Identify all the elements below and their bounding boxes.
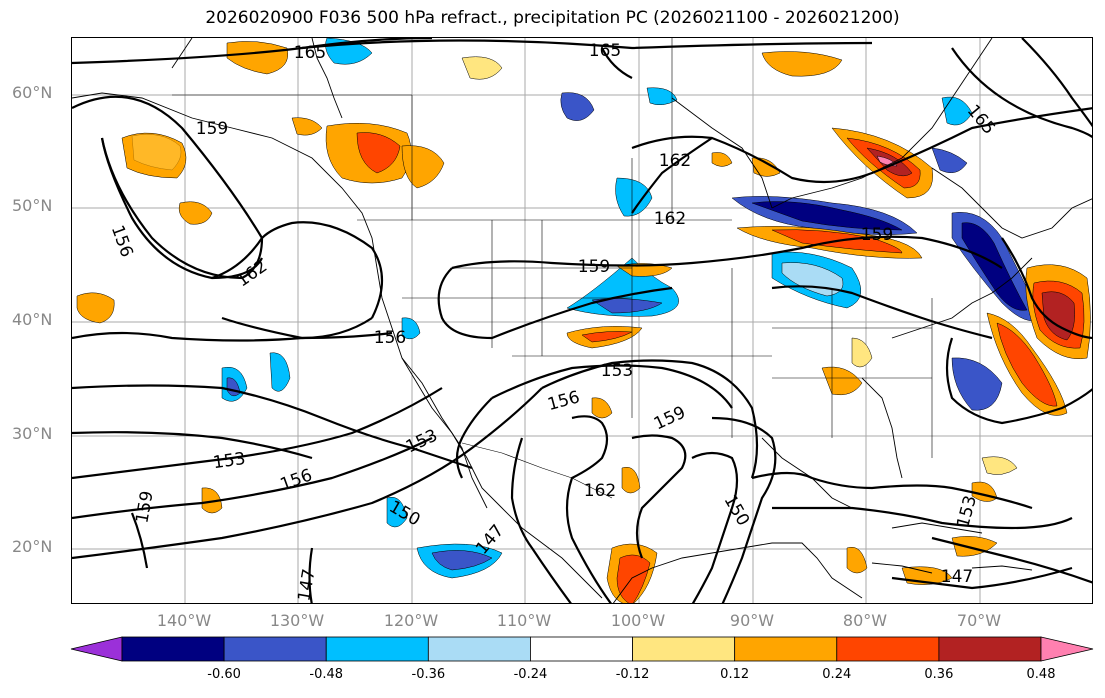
lon-label-140w: 140°W (156, 611, 212, 630)
colorbar-segment (1040, 636, 1094, 662)
colorbar-tick-label: -0.24 (513, 667, 548, 682)
colorbar-segment (427, 636, 531, 662)
contour-label: 159 (132, 489, 157, 524)
refractivity-contours (72, 38, 1092, 603)
colorbar (70, 636, 1094, 662)
contour-label: 162 (654, 209, 686, 229)
contour-label: 165 (589, 41, 621, 61)
graticule (72, 38, 1092, 603)
contour-label: 156 (545, 387, 582, 415)
contour-label: 153 (212, 449, 247, 473)
contour-label: 147 (294, 567, 319, 602)
contour-label: 162 (659, 151, 691, 171)
lon-label-90w: 90°W (729, 611, 775, 630)
map-svg: 165 165 159 156 162 162 162 159 159 156 … (72, 38, 1092, 603)
contour-label: 156 (278, 465, 315, 495)
colorbar-segment (70, 636, 123, 662)
colorbar-tick-label: -0.12 (615, 667, 650, 682)
contour-label: 159 (578, 257, 610, 277)
colorbar-segment (121, 636, 225, 662)
contour-label: 153 (601, 361, 633, 381)
colorbar-tick-label: 0.24 (822, 667, 852, 682)
contour-label: 156 (374, 328, 406, 348)
contour-label: 159 (196, 119, 228, 139)
contour-label: 150 (720, 491, 754, 529)
contour-label: 147 (941, 567, 973, 587)
lon-label-80w: 80°W (842, 611, 888, 630)
colorbar-segment (836, 636, 940, 662)
contour-label: 162 (233, 256, 271, 291)
lon-label-120w: 120°W (383, 611, 439, 630)
colorbar-tick-label: -0.60 (207, 667, 241, 682)
colorbar-tick-label: 0.48 (1026, 667, 1056, 682)
lon-label-110w: 110°W (496, 611, 552, 630)
map-panel: 165 165 159 156 162 162 162 159 159 156 … (71, 37, 1093, 604)
colorbar-segment (938, 636, 1042, 662)
colorbar-tick-label: -0.36 (411, 667, 446, 682)
precip-shading (76, 38, 1091, 603)
political-borders (172, 38, 933, 499)
lat-label-40n: 40°N (12, 310, 53, 329)
colorbar-tick-label: 0.36 (924, 667, 954, 682)
contour-label: 156 (107, 223, 137, 260)
colorbar-segment (530, 636, 633, 662)
colorbar-tick-label: -0.48 (309, 667, 344, 682)
lat-label-20n: 20°N (12, 537, 53, 556)
lon-label-100w: 100°W (610, 611, 666, 630)
chart-title: 2026020900 F036 500 hPa refract., precip… (205, 8, 900, 28)
lat-label-30n: 30°N (12, 424, 53, 443)
colorbar-segment (734, 636, 838, 662)
colorbar-segment (325, 636, 429, 662)
colorbar-segment (632, 636, 736, 662)
contour-label: 159 (861, 225, 893, 245)
lon-label-70w: 70°W (956, 611, 1002, 630)
contour-label: 165 (294, 43, 326, 63)
lat-label-50n: 50°N (12, 196, 53, 215)
contour-label: 153 (953, 493, 981, 530)
lat-label-60n: 60°N (12, 83, 53, 102)
colorbar-segment (223, 636, 327, 662)
colorbar-tick-label: 0.12 (720, 667, 750, 682)
contour-label: 159 (651, 403, 689, 435)
lon-label-130w: 130°W (269, 611, 325, 630)
contour-label: 153 (403, 426, 441, 458)
contour-label: 162 (584, 481, 616, 501)
